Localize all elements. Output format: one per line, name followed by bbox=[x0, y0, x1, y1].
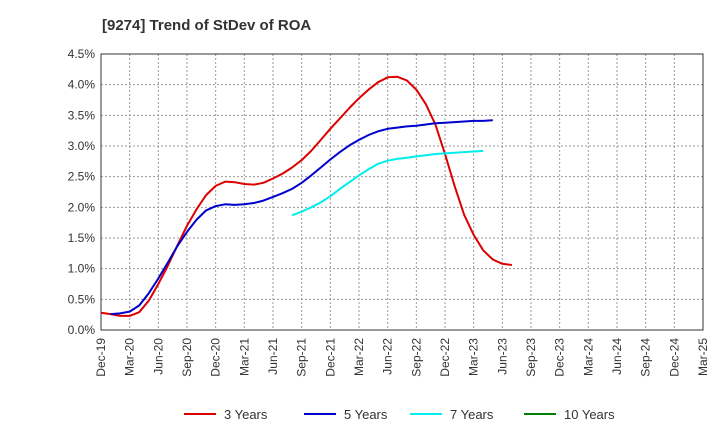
y-tick-label: 4.5% bbox=[68, 47, 96, 61]
plot-area-frame bbox=[100, 53, 704, 331]
y-tick-label: 2.0% bbox=[68, 200, 96, 214]
series-line-3-years bbox=[100, 75, 513, 317]
y-tick-label: 2.5% bbox=[68, 170, 96, 184]
x-tick-label: Jun-20 bbox=[151, 338, 165, 375]
x-tick-label: Mar-23 bbox=[467, 338, 481, 376]
x-tick-label: Dec-21 bbox=[323, 338, 337, 377]
y-tick-label: 0.0% bbox=[68, 323, 96, 337]
x-tick-label: Mar-22 bbox=[352, 338, 366, 376]
x-tick-label: Dec-20 bbox=[209, 338, 223, 377]
y-tick-label: 3.5% bbox=[68, 108, 96, 122]
y-tick-label: 1.5% bbox=[68, 231, 96, 245]
x-tick-label: Dec-22 bbox=[438, 338, 452, 377]
x-tick-label: Jun-22 bbox=[381, 338, 395, 375]
x-tick-label: Dec-19 bbox=[94, 338, 108, 377]
x-tick-label: Sep-24 bbox=[639, 338, 653, 377]
x-tick-label: Sep-21 bbox=[295, 338, 309, 377]
legend: 3 Years 5 Years 7 Years 10 Years bbox=[184, 407, 615, 422]
series-lines bbox=[100, 75, 513, 317]
series-line-7-years bbox=[291, 149, 484, 217]
x-tick-label: Dec-24 bbox=[667, 338, 681, 377]
x-tick-label: Mar-21 bbox=[237, 338, 251, 376]
x-tick-label: Mar-25 bbox=[696, 338, 710, 376]
x-tick-label: Mar-20 bbox=[123, 338, 137, 376]
chart-title: [9274] Trend of StDev of ROA bbox=[102, 17, 311, 34]
legend-label: 10 Years bbox=[564, 407, 615, 422]
y-tick-label: 0.5% bbox=[68, 292, 96, 306]
legend-label: 7 Years bbox=[450, 407, 494, 422]
series-line-5-years bbox=[110, 119, 493, 316]
x-tick-label: Jun-24 bbox=[610, 338, 624, 375]
x-tick-label: Mar-24 bbox=[581, 338, 595, 376]
y-axis-ticks: 0.0% 0.5% 1.0% 1.5% 2.0% 2.5% 3.0% 3.5% 4.0% 4.5% bbox=[68, 47, 96, 337]
x-tick-label: Jun-23 bbox=[495, 338, 509, 375]
x-axis-ticks: Dec-19 Mar-20 Jun-20 Sep-20 Dec-20 Mar-21 Jun-… bbox=[94, 338, 710, 377]
y-tick-label: 3.0% bbox=[68, 139, 96, 153]
legend-label: 3 Years bbox=[224, 407, 268, 422]
x-tick-label: Sep-22 bbox=[409, 338, 423, 377]
x-tick-label: Dec-23 bbox=[553, 338, 567, 377]
x-tick-label: Sep-20 bbox=[180, 338, 194, 377]
grid-lines bbox=[101, 54, 703, 330]
y-tick-label: 1.0% bbox=[68, 262, 96, 276]
x-tick-label: Sep-23 bbox=[524, 338, 538, 377]
y-tick-label: 4.0% bbox=[68, 78, 96, 92]
x-tick-label: Jun-21 bbox=[266, 338, 280, 375]
legend-label: 5 Years bbox=[344, 407, 388, 422]
